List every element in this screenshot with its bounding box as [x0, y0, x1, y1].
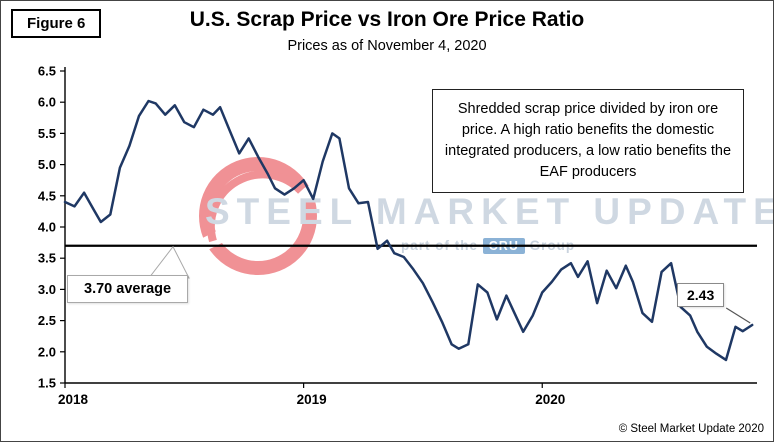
svg-text:6.0: 6.0: [38, 95, 56, 110]
svg-text:3.0: 3.0: [38, 282, 56, 297]
chart-title: U.S. Scrap Price vs Iron Ore Price Ratio: [189, 8, 585, 31]
endpoint-value-callout: 2.43: [677, 283, 725, 307]
annotation-box: Shredded scrap price divided by iron ore…: [432, 89, 744, 194]
svg-text:2019: 2019: [297, 392, 327, 407]
svg-text:2018: 2018: [58, 392, 89, 407]
svg-text:2.5: 2.5: [38, 313, 56, 328]
svg-text:4.0: 4.0: [38, 220, 56, 235]
svg-text:2.0: 2.0: [38, 344, 56, 359]
svg-text:5.0: 5.0: [38, 157, 56, 172]
svg-text:5.5: 5.5: [38, 126, 56, 141]
svg-text:1.5: 1.5: [38, 376, 56, 391]
svg-text:6.5: 6.5: [38, 64, 56, 79]
figure-label-badge: Figure 6: [11, 9, 102, 38]
copyright-notice: © Steel Market Update 2020: [618, 423, 764, 435]
svg-text:4.5: 4.5: [38, 188, 56, 203]
svg-text:2020: 2020: [535, 392, 565, 407]
average-callout: 3.70 average: [67, 275, 189, 303]
svg-text:3.5: 3.5: [38, 251, 56, 266]
chart-subtitle: Prices as of November 4, 2020: [287, 38, 487, 54]
